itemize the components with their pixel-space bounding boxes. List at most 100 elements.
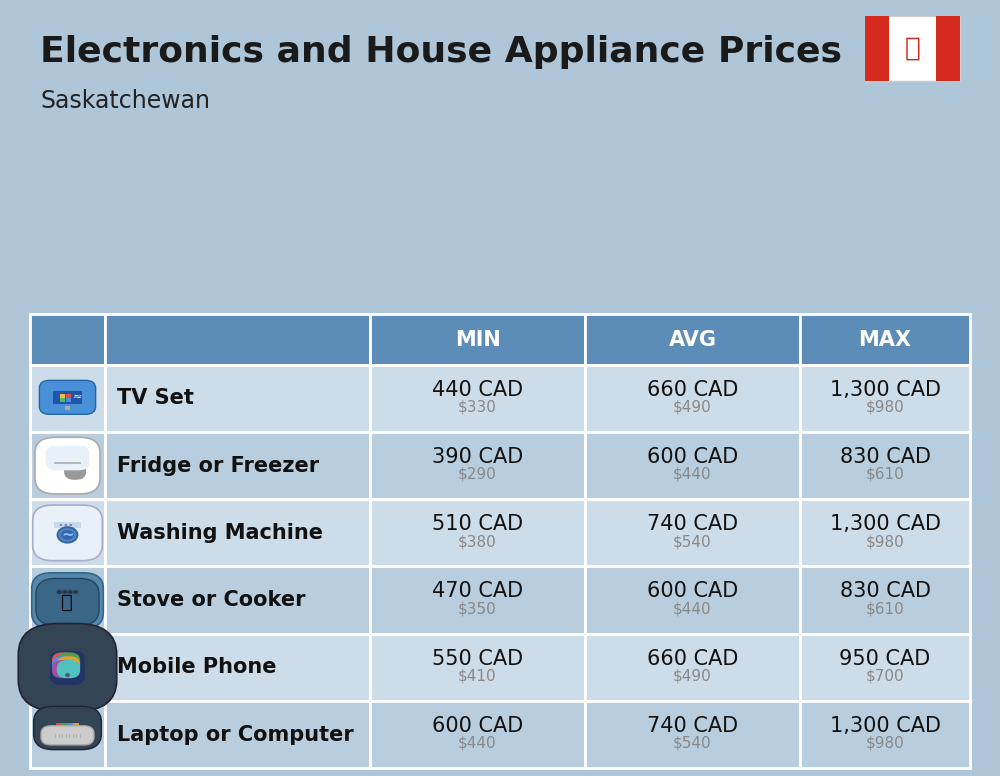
FancyBboxPatch shape [62, 723, 68, 733]
FancyBboxPatch shape [41, 726, 94, 745]
Text: TV Set: TV Set [117, 388, 194, 408]
FancyBboxPatch shape [53, 390, 82, 404]
FancyBboxPatch shape [32, 573, 103, 629]
FancyBboxPatch shape [370, 634, 585, 701]
FancyBboxPatch shape [105, 634, 370, 701]
FancyBboxPatch shape [800, 314, 970, 365]
FancyBboxPatch shape [585, 566, 800, 634]
Text: 660 CAD: 660 CAD [647, 379, 738, 400]
Text: Stove or Cooker: Stove or Cooker [117, 590, 306, 610]
FancyBboxPatch shape [800, 701, 970, 768]
Text: ≈: ≈ [73, 392, 82, 402]
FancyBboxPatch shape [30, 701, 105, 768]
FancyBboxPatch shape [34, 706, 101, 750]
Text: 550 CAD: 550 CAD [432, 649, 523, 669]
FancyBboxPatch shape [585, 314, 800, 365]
Text: 830 CAD: 830 CAD [840, 447, 930, 467]
FancyBboxPatch shape [66, 394, 71, 398]
Text: $290: $290 [458, 467, 497, 482]
Text: $980: $980 [866, 400, 904, 414]
Text: 600 CAD: 600 CAD [647, 581, 738, 601]
FancyBboxPatch shape [33, 505, 102, 560]
FancyBboxPatch shape [36, 578, 99, 625]
Text: $350: $350 [458, 601, 497, 616]
Text: 1,300 CAD: 1,300 CAD [830, 716, 940, 736]
Text: $440: $440 [673, 467, 712, 482]
Circle shape [69, 524, 72, 526]
Text: 390 CAD: 390 CAD [432, 447, 523, 467]
FancyBboxPatch shape [105, 365, 370, 432]
FancyBboxPatch shape [936, 16, 960, 81]
FancyBboxPatch shape [52, 653, 75, 670]
Text: $540: $540 [673, 534, 712, 549]
FancyBboxPatch shape [52, 660, 75, 678]
FancyBboxPatch shape [370, 314, 585, 365]
FancyBboxPatch shape [64, 461, 86, 480]
Circle shape [60, 529, 75, 541]
FancyBboxPatch shape [585, 499, 800, 566]
FancyBboxPatch shape [54, 522, 81, 528]
FancyBboxPatch shape [66, 398, 71, 402]
FancyBboxPatch shape [30, 314, 105, 365]
FancyBboxPatch shape [68, 723, 73, 733]
Text: $410: $410 [458, 669, 497, 684]
Text: 470 CAD: 470 CAD [432, 581, 523, 601]
FancyBboxPatch shape [57, 653, 80, 670]
Text: 830 CAD: 830 CAD [840, 581, 930, 601]
FancyBboxPatch shape [585, 634, 800, 701]
FancyBboxPatch shape [30, 432, 105, 499]
FancyBboxPatch shape [60, 394, 65, 398]
Text: Laptop or Computer: Laptop or Computer [117, 725, 354, 745]
Circle shape [60, 524, 62, 526]
Text: MAX: MAX [858, 330, 912, 349]
FancyBboxPatch shape [370, 499, 585, 566]
FancyBboxPatch shape [370, 432, 585, 499]
FancyBboxPatch shape [57, 656, 80, 674]
FancyBboxPatch shape [865, 16, 889, 81]
Text: Saskatchewan: Saskatchewan [40, 89, 210, 113]
Text: $980: $980 [866, 736, 904, 751]
FancyBboxPatch shape [56, 723, 79, 733]
FancyBboxPatch shape [46, 446, 89, 470]
FancyBboxPatch shape [18, 624, 117, 711]
FancyBboxPatch shape [57, 660, 80, 678]
FancyBboxPatch shape [105, 432, 370, 499]
Circle shape [68, 590, 72, 594]
FancyBboxPatch shape [800, 499, 970, 566]
Text: 660 CAD: 660 CAD [647, 649, 738, 669]
Text: $610: $610 [866, 467, 904, 482]
Text: 1,300 CAD: 1,300 CAD [830, 514, 940, 534]
Text: 🍁: 🍁 [905, 36, 920, 61]
Text: $700: $700 [866, 669, 904, 684]
Text: $440: $440 [673, 601, 712, 616]
FancyBboxPatch shape [56, 723, 62, 733]
Text: $610: $610 [866, 601, 904, 616]
Text: 740 CAD: 740 CAD [647, 514, 738, 534]
Text: 510 CAD: 510 CAD [432, 514, 523, 534]
FancyBboxPatch shape [73, 723, 79, 733]
Text: $330: $330 [458, 400, 497, 414]
Text: Washing Machine: Washing Machine [117, 523, 323, 543]
FancyBboxPatch shape [370, 365, 585, 432]
Circle shape [57, 590, 62, 594]
Text: Mobile Phone: Mobile Phone [117, 657, 276, 677]
FancyBboxPatch shape [52, 656, 75, 674]
Circle shape [65, 524, 67, 526]
Text: $540: $540 [673, 736, 712, 751]
Text: $490: $490 [673, 669, 712, 684]
FancyBboxPatch shape [105, 701, 370, 768]
FancyBboxPatch shape [35, 438, 100, 494]
FancyBboxPatch shape [60, 398, 65, 402]
FancyBboxPatch shape [39, 380, 96, 414]
Text: 440 CAD: 440 CAD [432, 379, 523, 400]
FancyBboxPatch shape [105, 314, 370, 365]
Text: MIN: MIN [455, 330, 500, 349]
FancyBboxPatch shape [585, 365, 800, 432]
FancyBboxPatch shape [370, 566, 585, 634]
FancyBboxPatch shape [370, 701, 585, 768]
Text: $980: $980 [866, 534, 904, 549]
FancyBboxPatch shape [30, 566, 105, 634]
Circle shape [63, 590, 67, 594]
FancyBboxPatch shape [865, 16, 960, 81]
FancyBboxPatch shape [800, 566, 970, 634]
